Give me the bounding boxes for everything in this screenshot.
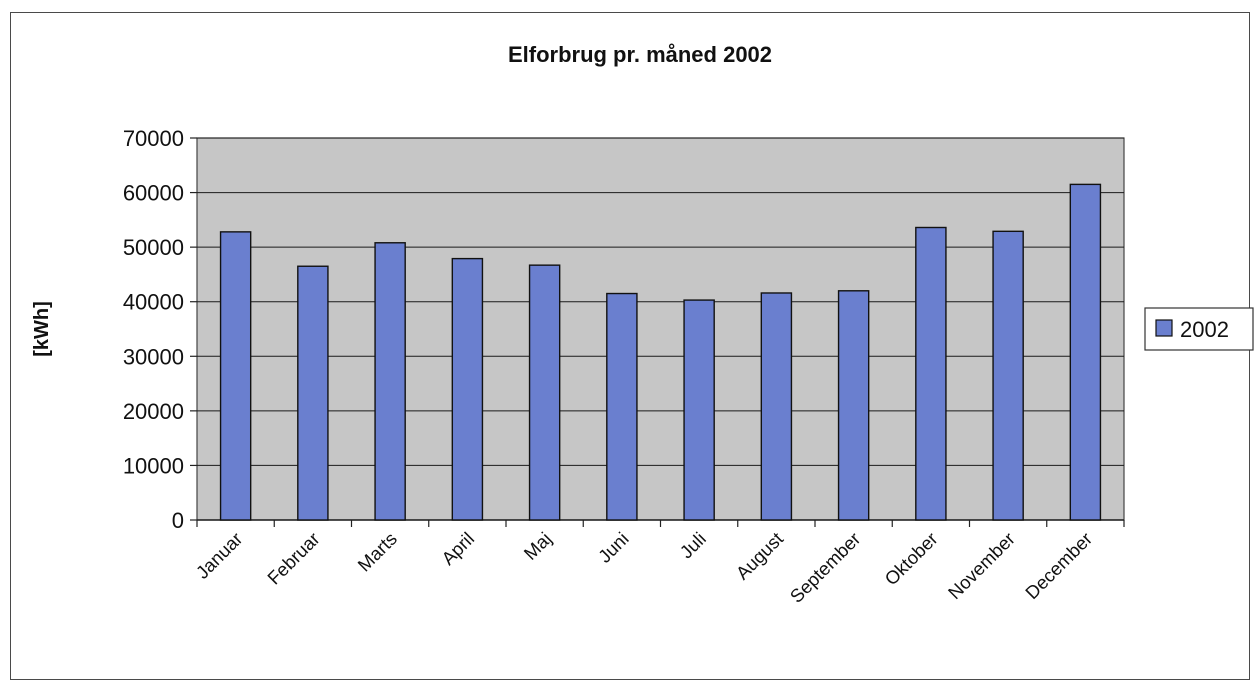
x-tick-label: Februar (263, 528, 324, 589)
y-axis-ticks (190, 137, 197, 521)
x-tick-label: Januar (192, 528, 247, 583)
x-tick-label: April (437, 528, 478, 569)
y-tick-label: 60000 (123, 181, 184, 206)
x-tick-label: August (732, 528, 788, 584)
y-tick-label: 20000 (123, 399, 184, 424)
bar-oktober (915, 226, 947, 521)
bar-februar (297, 265, 329, 521)
bar-september (837, 290, 870, 521)
y-tick-label: 70000 (123, 126, 184, 151)
x-tick-label: November (944, 528, 1019, 603)
x-tick-label: Maj (520, 528, 556, 564)
x-tick-label: Oktober (880, 528, 941, 589)
bar-august (760, 292, 793, 521)
plot-area (196, 137, 1125, 521)
bars (219, 183, 1102, 521)
legend-label: 2002 (1180, 317, 1229, 342)
gridlines (197, 137, 1124, 466)
bar-marts (374, 242, 406, 521)
y-tick-label: 10000 (123, 453, 184, 478)
bar-april (451, 257, 484, 521)
bar-juli (683, 299, 715, 521)
y-tick-label: 0 (172, 508, 184, 533)
x-tick-label: Marts (353, 528, 401, 576)
y-tick-label: 30000 (123, 344, 184, 369)
y-axis-title: [kWh] (31, 301, 53, 357)
y-tick-label: 40000 (123, 290, 184, 315)
bar-juni (606, 292, 638, 521)
x-tick-label: Juni (594, 528, 633, 567)
x-tick-label: December (1021, 528, 1096, 603)
x-tick-label: September (786, 528, 865, 607)
legend: 2002 (1144, 307, 1254, 351)
y-tick-label: 50000 (123, 235, 184, 260)
y-axis-labels: 0 10000 20000 30000 40000 50000 60000 70000 (123, 126, 184, 533)
x-tick-label: Juli (675, 528, 709, 562)
chart-title: Elforbrug pr. måned 2002 (508, 42, 772, 67)
x-axis-labels: Januar Februar Marts April Maj Juni Juli August… (192, 528, 1097, 607)
x-axis-ticks (196, 519, 1125, 527)
bar-november (992, 230, 1024, 521)
bar-maj (528, 264, 561, 521)
bar-januar (219, 231, 252, 521)
legend-swatch (1155, 319, 1173, 337)
bar-december (1069, 183, 1102, 521)
